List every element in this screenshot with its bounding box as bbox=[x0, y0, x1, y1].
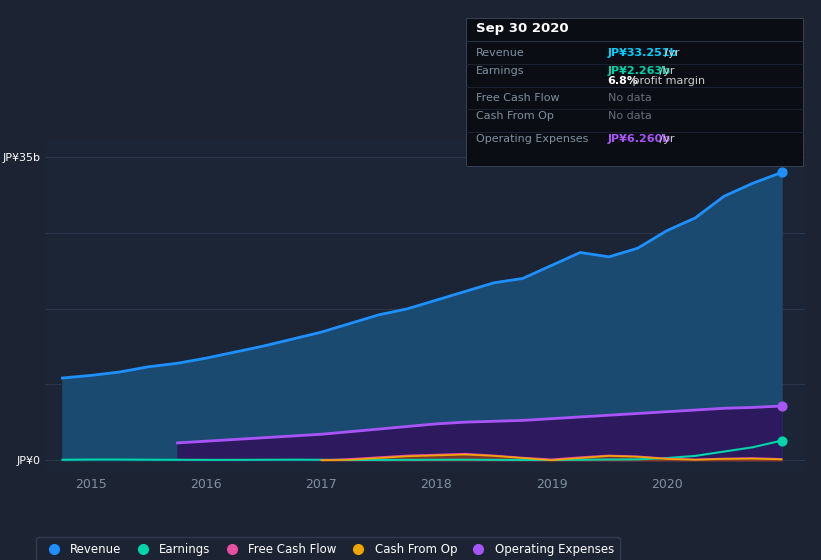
Text: Operating Expenses: Operating Expenses bbox=[476, 134, 588, 144]
Point bbox=[775, 436, 788, 445]
Text: No data: No data bbox=[608, 111, 651, 121]
Text: /yr: /yr bbox=[656, 66, 674, 76]
Point bbox=[775, 402, 788, 410]
Legend: Revenue, Earnings, Free Cash Flow, Cash From Op, Operating Expenses: Revenue, Earnings, Free Cash Flow, Cash … bbox=[36, 538, 620, 560]
Text: Free Cash Flow: Free Cash Flow bbox=[476, 93, 559, 103]
Text: JP¥33.251b: JP¥33.251b bbox=[608, 48, 678, 58]
Text: Earnings: Earnings bbox=[476, 66, 525, 76]
Text: Revenue: Revenue bbox=[476, 48, 525, 58]
Point bbox=[775, 168, 788, 177]
Text: /yr: /yr bbox=[661, 48, 680, 58]
Text: JP¥6.260b: JP¥6.260b bbox=[608, 134, 671, 144]
Text: Sep 30 2020: Sep 30 2020 bbox=[476, 22, 568, 35]
Text: Cash From Op: Cash From Op bbox=[476, 111, 553, 121]
Text: /yr: /yr bbox=[656, 134, 674, 144]
Text: 6.8%: 6.8% bbox=[608, 76, 639, 86]
Text: profit margin: profit margin bbox=[629, 76, 705, 86]
Text: No data: No data bbox=[608, 93, 651, 103]
Text: JP¥2.263b: JP¥2.263b bbox=[608, 66, 671, 76]
